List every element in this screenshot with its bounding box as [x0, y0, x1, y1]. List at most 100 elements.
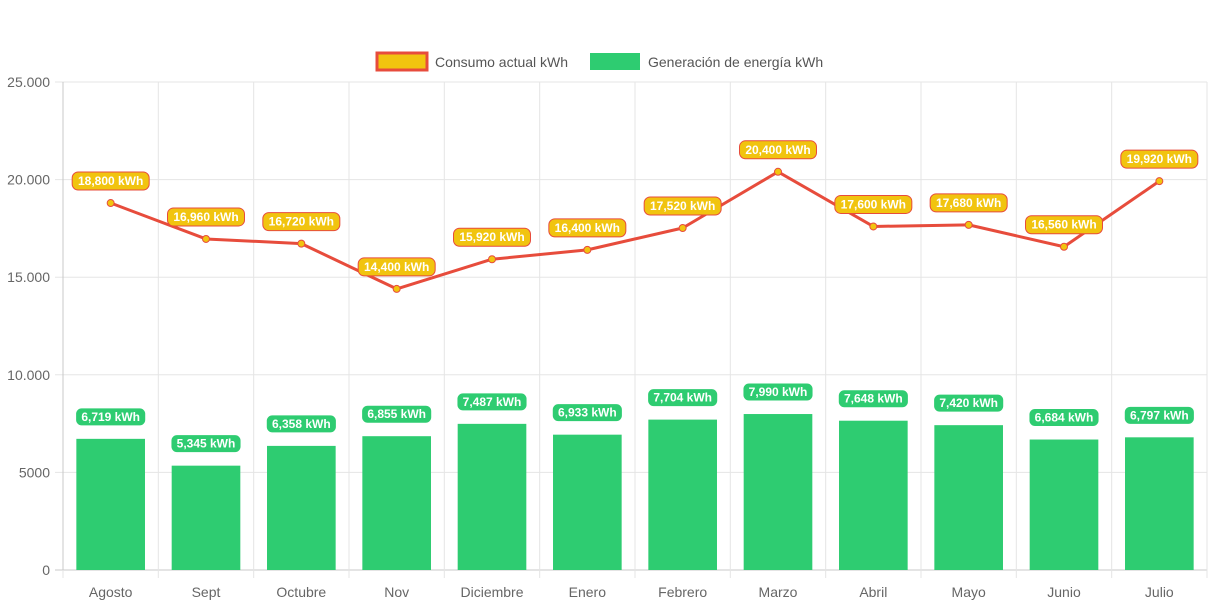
consumo-label-text: 19,920 kWh	[1127, 152, 1192, 166]
consumo-label: 18,800 kWh	[71, 171, 150, 191]
generacion-label-text: 6,358 kWh	[272, 417, 331, 431]
consumo-label: 14,400 kWh	[357, 257, 436, 277]
y-tick-label: 0	[42, 562, 50, 578]
bar	[934, 425, 1003, 570]
y-axis: 0 5000 10.000 15.000 20.000 25.000	[7, 74, 50, 578]
x-tick-label: Sept	[192, 584, 221, 600]
y-tick-label: 5000	[19, 464, 50, 480]
consumo-label: 17,520 kWh	[643, 196, 722, 216]
legend-item-generacion[interactable]: Generación de energía kWh	[590, 53, 823, 70]
data-labels: 18,800 kWh 16,960 kWh 16,720 kWh 14,400 kWh…	[71, 140, 1199, 454]
legend-swatch-consumo	[375, 51, 429, 72]
consumo-label-text: 16,560 kWh	[1031, 218, 1096, 232]
generacion-label-text: 6,855 kWh	[367, 407, 426, 421]
bar	[171, 465, 241, 570]
generacion-label: 6,933 kWh	[551, 403, 623, 423]
legend[interactable]: Consumo actual kWh Generación de energía…	[375, 51, 823, 72]
line-point	[1060, 242, 1068, 251]
line-point	[583, 245, 592, 254]
consumo-label-bg	[739, 140, 817, 160]
consumo-label-text: 16,960 kWh	[173, 210, 238, 224]
consumo-label-bg	[643, 196, 722, 216]
consumo-line	[110, 170, 1161, 291]
x-tick-label: Marzo	[759, 584, 798, 600]
consumo-label-text: 17,600 kWh	[841, 197, 906, 211]
bar	[743, 414, 813, 570]
consumo-label-bg	[357, 257, 436, 277]
generacion-label: 7,990 kWh	[742, 382, 814, 402]
generacion-label: 5,345 kWh	[170, 434, 242, 454]
generacion-label-bg	[933, 393, 1005, 413]
generacion-label-text: 7,648 kWh	[844, 392, 903, 406]
generacion-label: 7,420 kWh	[933, 393, 1005, 413]
bar	[457, 423, 527, 570]
generacion-label-text: 6,933 kWh	[558, 406, 617, 420]
x-tick-label: Mayo	[952, 584, 986, 600]
generacion-label-bg	[265, 414, 337, 434]
x-tick-label: Diciembre	[460, 584, 523, 600]
generacion-label: 6,684 kWh	[1028, 408, 1100, 428]
line-point	[106, 199, 115, 208]
x-tick-label: Nov	[384, 584, 409, 600]
consumo-label-text: 16,400 kWh	[555, 221, 620, 235]
consumo-label-bg	[834, 194, 913, 214]
legend-item-consumo[interactable]: Consumo actual kWh	[375, 51, 568, 72]
generacion-label-bg	[837, 389, 909, 409]
line-series	[106, 167, 1164, 293]
generacion-label-text: 6,719 kWh	[81, 410, 140, 424]
y-tick-label: 15.000	[7, 269, 50, 285]
bar	[267, 445, 336, 570]
generacion-label-text: 6,684 kWh	[1035, 411, 1094, 425]
generacion-label: 6,797 kWh	[1123, 405, 1195, 425]
generacion-label-bg	[1123, 405, 1195, 425]
consumo-label: 16,560 kWh	[1025, 215, 1103, 235]
consumo-label: 20,400 kWh	[739, 140, 817, 160]
generacion-label-bg	[1028, 408, 1100, 428]
consumo-label: 19,920 kWh	[1120, 149, 1199, 169]
consumo-label-text: 15,920 kWh	[459, 230, 524, 244]
generacion-label-bg	[551, 403, 623, 423]
consumo-label: 16,400 kWh	[548, 218, 627, 238]
consumo-label-bg	[262, 212, 341, 232]
bar	[839, 420, 908, 570]
generacion-label-text: 7,990 kWh	[749, 385, 808, 399]
line-point	[297, 239, 306, 248]
generacion-label-bg	[170, 434, 242, 454]
line-point	[488, 255, 496, 264]
consumo-label-bg	[453, 227, 531, 247]
consumo-label-text: 20,400 kWh	[745, 143, 810, 157]
generacion-label: 6,855 kWh	[361, 404, 433, 424]
line-point	[202, 234, 210, 243]
consumo-label-bg	[1025, 215, 1103, 235]
generacion-label: 7,487 kWh	[456, 392, 528, 412]
generacion-label-text: 7,420 kWh	[939, 396, 998, 410]
line-point	[392, 284, 401, 293]
generacion-label-bg	[647, 388, 719, 408]
consumo-label: 16,960 kWh	[167, 207, 245, 227]
generacion-label: 6,358 kWh	[265, 414, 337, 434]
x-tick-label: Abril	[859, 584, 887, 600]
generacion-label-text: 6,797 kWh	[1130, 408, 1189, 422]
x-tick-label: Enero	[569, 584, 607, 600]
bar	[648, 419, 717, 570]
generacion-label-bg	[361, 404, 433, 424]
x-tick-label: Julio	[1145, 584, 1174, 600]
line-point	[678, 224, 687, 233]
consumo-label-text: 16,720 kWh	[269, 215, 334, 229]
bar	[362, 436, 431, 570]
x-tick-label: Febrero	[658, 584, 707, 600]
legend-swatch-generacion	[590, 53, 640, 70]
line-point	[964, 220, 973, 229]
bar	[76, 438, 145, 570]
consumo-label-bg	[1120, 149, 1199, 169]
grid	[55, 81, 1208, 578]
generacion-label: 7,648 kWh	[837, 389, 909, 409]
x-tick-label: Junio	[1047, 584, 1081, 600]
consumo-label-text: 14,400 kWh	[364, 260, 429, 274]
generacion-label-bg	[742, 382, 814, 402]
line-point	[1155, 177, 1164, 186]
generacion-label: 7,704 kWh	[647, 388, 719, 408]
generacion-label: 6,719 kWh	[75, 407, 147, 427]
consumo-label-bg	[548, 218, 627, 238]
